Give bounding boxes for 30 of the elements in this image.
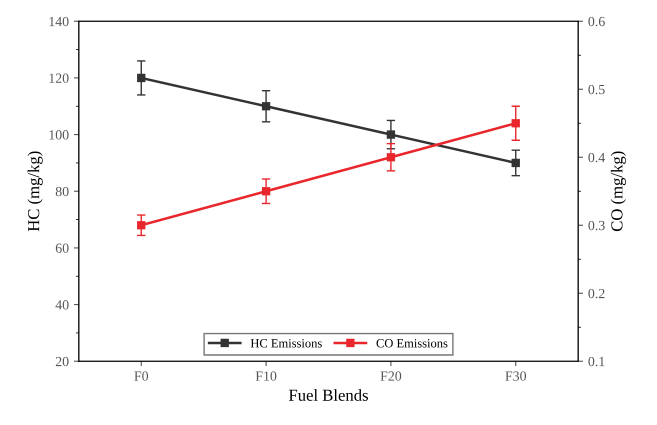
y2-tick-label: 0.2 bbox=[588, 288, 604, 298]
x-tick-label: F10 bbox=[256, 371, 276, 381]
x-tick-label: F30 bbox=[505, 371, 526, 381]
y2-tick-label: 0.5 bbox=[588, 84, 605, 94]
y2-tick-label: 0.4 bbox=[588, 152, 606, 162]
legend-label: CO Emissions bbox=[376, 339, 448, 348]
y-axis-title: HC (mg/kg) bbox=[28, 151, 43, 232]
y-tick-label: 80 bbox=[56, 186, 69, 196]
y2-tick-label: 0.1 bbox=[588, 356, 604, 366]
y2-tick-label: 0.3 bbox=[588, 220, 605, 230]
point bbox=[386, 130, 396, 139]
y2-axis-title: CO (mg/kg) bbox=[610, 151, 626, 232]
point bbox=[512, 158, 520, 168]
x-tick-label: F20 bbox=[380, 371, 402, 381]
x-tick-label: F0 bbox=[134, 371, 148, 381]
y-tick-label: 20 bbox=[56, 356, 69, 366]
legend-label: HC Emissions bbox=[250, 339, 322, 348]
x-axis-title: Fuel Blends bbox=[288, 389, 368, 401]
point bbox=[262, 102, 270, 110]
point bbox=[137, 221, 146, 230]
y-tick-label: 60 bbox=[56, 244, 69, 253]
point bbox=[262, 187, 270, 196]
y-tick-label: 140 bbox=[50, 16, 69, 26]
y-tick-label: 100 bbox=[50, 130, 69, 140]
point bbox=[386, 153, 396, 162]
point bbox=[137, 74, 146, 82]
y-tick-label: 120 bbox=[50, 74, 69, 83]
point bbox=[512, 119, 520, 128]
y-tick-label: 40 bbox=[56, 300, 69, 310]
y2-tick-label: 0.6 bbox=[588, 16, 605, 26]
